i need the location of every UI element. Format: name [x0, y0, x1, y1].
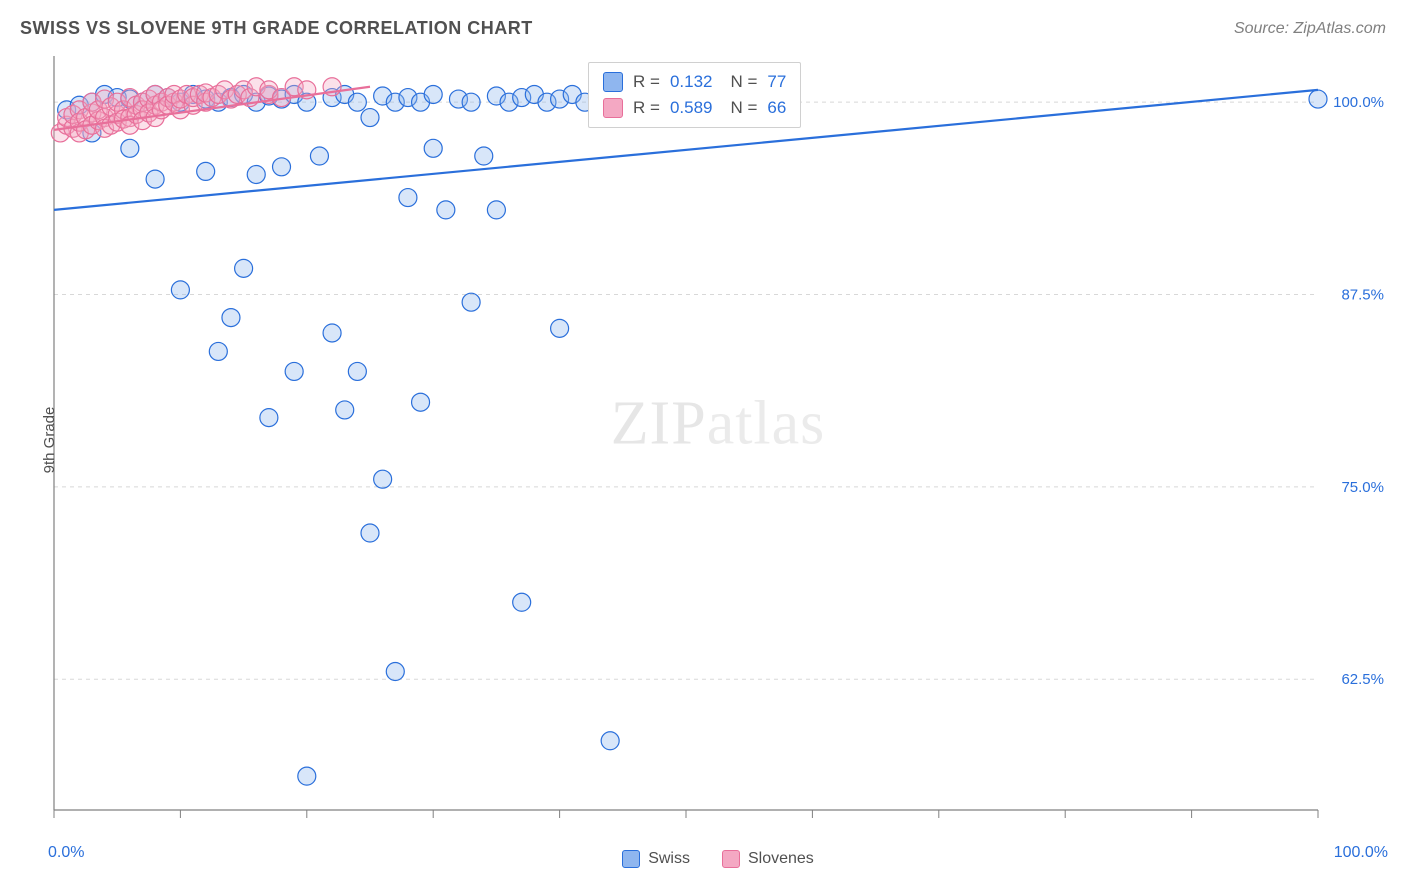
bottom-legend: Swiss Slovenes [48, 850, 1388, 868]
svg-text:75.0%: 75.0% [1341, 479, 1384, 496]
chart-header: SWISS VS SLOVENE 9TH GRADE CORRELATION C… [20, 18, 1386, 39]
chart-source: Source: ZipAtlas.com [1234, 20, 1386, 38]
y-axis-label: 9th Grade [41, 407, 58, 474]
chart-title: SWISS VS SLOVENE 9TH GRADE CORRELATION C… [20, 18, 533, 39]
legend-item-swiss: Swiss [622, 850, 690, 868]
svg-text:62.5%: 62.5% [1341, 671, 1384, 688]
svg-text:87.5%: 87.5% [1341, 287, 1384, 304]
legend-item-slovenes: Slovenes [722, 850, 814, 868]
stats-panel: R =0.132N =77R =0.589N =66 [588, 62, 801, 128]
chart-area: 9th Grade 62.5%75.0%87.5%100.0% ZIPatlas… [48, 50, 1388, 830]
legend-label-swiss: Swiss [648, 850, 690, 868]
legend-label-slovenes: Slovenes [748, 850, 814, 868]
legend-swatch-swiss [622, 850, 640, 868]
svg-text:100.0%: 100.0% [1333, 94, 1384, 111]
scatter-plot: 62.5% 75.0% 87.5% 100.0% [48, 50, 1388, 830]
stats-row: R =0.132N =77 [603, 69, 786, 95]
legend-swatch-slovenes [722, 850, 740, 868]
stats-row: R =0.589N =66 [603, 95, 786, 121]
